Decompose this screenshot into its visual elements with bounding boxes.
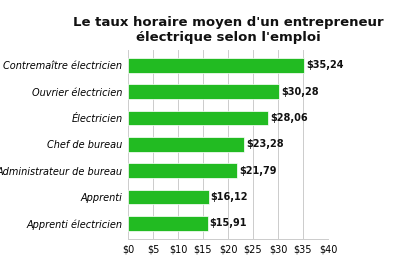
Text: $23,28: $23,28 [246,139,284,149]
Text: $15,91: $15,91 [210,218,247,228]
Bar [128,58,304,73]
Text: $16,12: $16,12 [210,192,248,202]
Text: $30,28: $30,28 [281,87,319,97]
Bar [128,137,244,152]
Title: Le taux horaire moyen d'un entrepreneur
électrique selon l'emploi: Le taux horaire moyen d'un entrepreneur … [73,16,383,44]
Bar [128,163,237,178]
Text: $28,06: $28,06 [270,113,308,123]
Text: $35,24: $35,24 [306,60,344,70]
Bar [128,111,268,125]
Bar [128,190,209,204]
Text: $21,79: $21,79 [239,166,276,176]
Bar [128,84,279,99]
Bar [128,216,208,231]
